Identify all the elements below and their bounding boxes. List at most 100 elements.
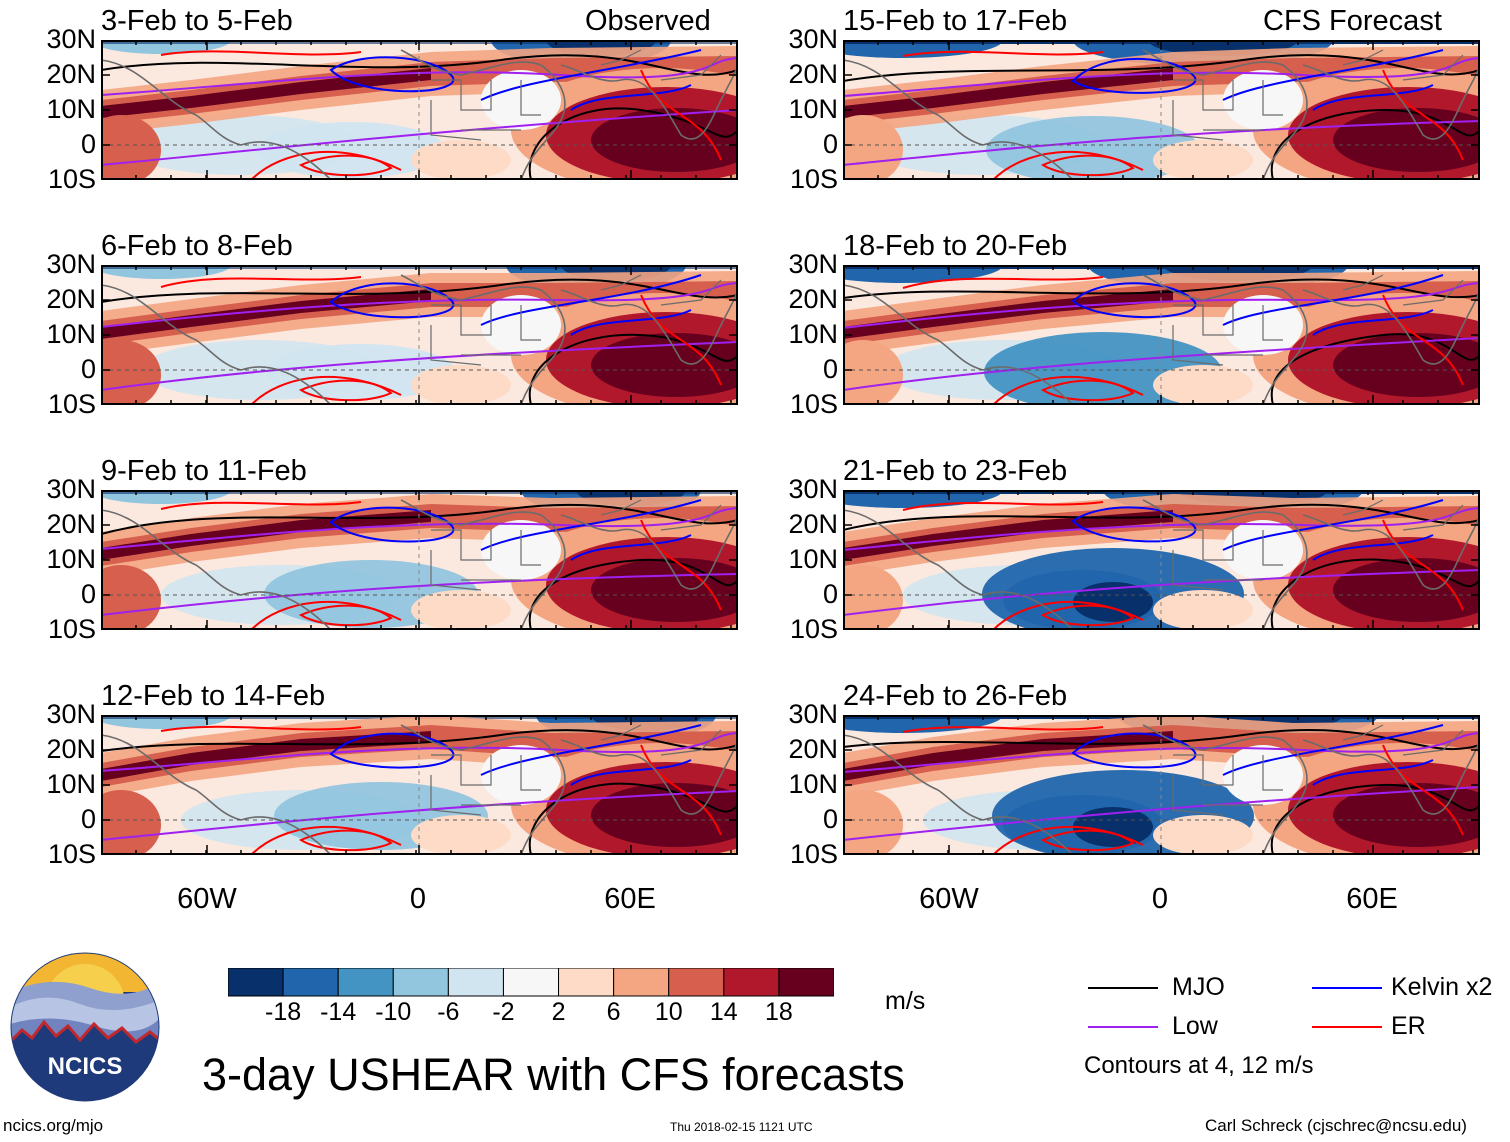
lat-10s-label: 10S [47,839,96,869]
colorbar-tick-label: 18 [765,998,793,1026]
map-panel-forecast-2 [843,265,1480,405]
colorbar-tick-label: -18 [265,998,302,1026]
legend-line-er [1312,1026,1382,1028]
shear-map-forecast-4 [843,715,1480,855]
lat-30n-label: 30N [46,474,96,504]
lat-10n-label: 10N [788,769,838,799]
lat-10n-label: 10N [788,544,838,574]
colorbar-swatch [447,968,504,997]
credit: Carl Schreck (cjschrec@ncsu.edu) [1205,1116,1467,1135]
colorbar-unit: m/s [885,987,926,1015]
lat-30n-label: 30N [788,474,838,504]
colorbar-swatch [502,968,560,997]
colorbar-tick-label: -6 [437,998,460,1026]
colorbar-swatch [668,968,725,997]
panel-title-observed-1: 3-Feb to 5-Feb [101,5,293,37]
lon-label-60e-left: 60E [604,883,656,915]
lat-10s-label: 10S [789,839,838,869]
panel-title-forecast-4: 24-Feb to 26-Feb [843,680,1068,712]
colorbar-tick-label: -10 [375,998,412,1026]
colorbar-tick-label: -2 [492,998,515,1026]
shear-map-forecast-1 [843,40,1480,180]
legend-label-kelvin: Kelvin x2 [1391,973,1493,1001]
lat-20n-label: 20N [788,59,838,89]
shear-map-observed-3 [101,490,738,630]
lat-30n-label: 30N [46,699,96,729]
lat-10n-label: 10N [46,544,96,574]
colorbar-swatch [558,968,615,997]
colorbar-tick-label: 6 [606,998,621,1026]
legend-label-mjo: MJO [1172,973,1225,1001]
shear-map-observed-4 [101,715,738,855]
panel-title-observed-3: 9-Feb to 11-Feb [101,455,307,487]
colorbar-tick-label: 14 [709,998,738,1026]
main-title: 3-day USHEAR with CFS forecasts [202,1049,905,1100]
panel-title-forecast-1: 15-Feb to 17-Feb [843,5,1068,37]
colorbar-swatch [392,968,449,997]
lat-0-label: 0 [822,354,838,384]
lon-label-60e-right: 60E [1346,883,1398,915]
lat-30n-label: 30N [46,249,96,279]
panel-title-observed-2: 6-Feb to 8-Feb [101,230,293,262]
lat-10n-label: 10N [788,319,838,349]
logo-text: NCICS [48,1053,123,1080]
lat-10n-label: 10N [46,769,96,799]
lat-0-label: 0 [822,129,838,159]
lat-10n-label: 10N [788,94,838,124]
panel-title-observed-4: 12-Feb to 14-Feb [101,680,326,712]
lat-20n-label: 20N [788,284,838,314]
lon-label-0-right: 0 [1151,883,1169,915]
lat-30n-label: 30N [788,699,838,729]
colorbar-swatch [723,968,780,997]
legend-line-kelvin [1312,987,1382,989]
lat-10s-label: 10S [47,164,96,194]
cfs-forecast-label: CFS Forecast [1263,5,1442,37]
map-panel-forecast-4 [843,715,1480,855]
lat-0-label: 0 [80,354,96,384]
legend-line-low [1088,1026,1158,1028]
lat-30n-label: 30N [788,24,838,54]
lat-20n-label: 20N [788,509,838,539]
lat-10s-label: 10S [789,389,838,419]
map-panel-observed-1 [101,40,738,180]
lat-0-label: 0 [80,804,96,834]
website-link[interactable]: ncics.org/mjo [3,1116,104,1135]
colorbar-swatch [337,968,394,997]
panel-title-forecast-2: 18-Feb to 20-Feb [843,230,1068,262]
map-panel-observed-2 [101,265,738,405]
lat-0-label: 0 [80,129,96,159]
shear-map-forecast-2 [843,265,1480,405]
contours-note: Contours at 4, 12 m/s [1084,1052,1314,1079]
map-panel-observed-4 [101,715,738,855]
lat-0-label: 0 [822,804,838,834]
lon-label-60w-left: 60W [177,883,237,915]
map-panel-observed-3 [101,490,738,630]
timestamp: Thu 2018-02-15 1121 UTC [670,1120,813,1134]
lat-20n-label: 20N [46,59,96,89]
ncics-logo: NCICS [10,952,160,1102]
observed-label: Observed [585,5,711,37]
shear-map-observed-1 [101,40,738,180]
lat-20n-label: 20N [46,509,96,539]
lon-label-60w-right: 60W [919,883,979,915]
lat-10n-label: 10N [46,94,96,124]
colorbar-tick-label: 10 [654,998,683,1026]
map-panel-forecast-1 [843,40,1480,180]
colorbar-tick-label: -14 [320,998,357,1026]
colorbar-swatch [613,968,670,997]
lon-label-0-left: 0 [409,883,427,915]
panel-title-forecast-3: 21-Feb to 23-Feb [843,455,1068,487]
lat-10s-label: 10S [47,614,96,644]
map-panel-forecast-3 [843,490,1480,630]
lat-10s-label: 10S [47,389,96,419]
legend-label-low: Low [1172,1012,1218,1040]
lat-20n-label: 20N [788,734,838,764]
colorbar-swatch [778,968,834,997]
shear-map-forecast-3 [843,490,1480,630]
lat-30n-label: 30N [788,249,838,279]
lat-30n-label: 30N [46,24,96,54]
lat-20n-label: 20N [46,734,96,764]
colorbar-tick-label: 2 [551,998,566,1026]
lat-20n-label: 20N [46,284,96,314]
lat-10n-label: 10N [46,319,96,349]
